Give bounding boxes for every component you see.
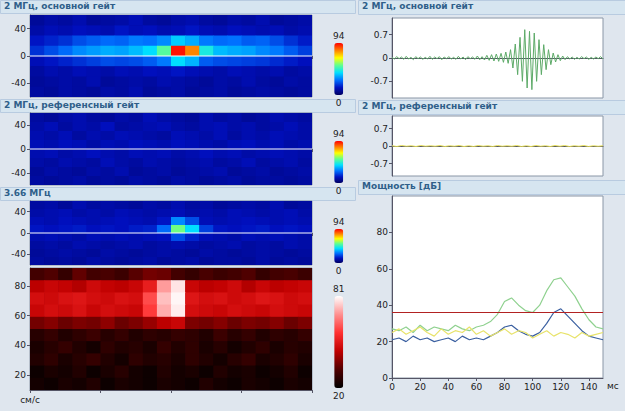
svg-text:20: 20	[377, 337, 389, 347]
svg-text:2 МГц, референсный гейт: 2 МГц, референсный гейт	[4, 100, 140, 110]
svg-text:80: 80	[377, 227, 389, 237]
svg-text:3.66 МГц: 3.66 МГц	[4, 188, 51, 198]
svg-text:20: 20	[414, 382, 426, 392]
svg-text:60: 60	[377, 264, 389, 274]
svg-text:81: 81	[333, 284, 344, 294]
svg-text:94: 94	[333, 129, 345, 139]
svg-text:94: 94	[333, 217, 345, 227]
svg-text:40: 40	[15, 24, 27, 34]
svg-text:80: 80	[15, 281, 27, 291]
svg-text:0: 0	[20, 228, 26, 238]
svg-text:20: 20	[333, 391, 345, 401]
svg-text:Мощность [дБ]: Мощность [дБ]	[362, 181, 441, 191]
svg-text:2 МГц, референсный гейт: 2 МГц, референсный гейт	[362, 101, 498, 111]
svg-text:60: 60	[471, 382, 483, 392]
svg-text:80: 80	[499, 382, 511, 392]
svg-text:0.7: 0.7	[374, 124, 388, 134]
svg-text:0: 0	[336, 266, 342, 276]
svg-text:140: 140	[580, 382, 597, 392]
svg-text:120: 120	[552, 382, 569, 392]
svg-text:0: 0	[389, 382, 395, 392]
svg-text:60: 60	[15, 311, 27, 321]
svg-text:мс: мс	[607, 381, 619, 391]
svg-text:-40: -40	[11, 249, 26, 259]
svg-text:-0.7: -0.7	[370, 159, 388, 169]
svg-text:40: 40	[443, 382, 455, 392]
svg-text:100: 100	[524, 382, 541, 392]
svg-text:40: 40	[15, 340, 27, 350]
svg-text:0: 0	[382, 141, 388, 151]
svg-text:0: 0	[336, 98, 342, 108]
svg-text:40: 40	[15, 207, 27, 217]
svg-text:40: 40	[377, 300, 389, 310]
svg-text:2 МГц, основной гейт: 2 МГц, основной гейт	[4, 1, 116, 11]
svg-text:-0.7: -0.7	[370, 76, 388, 86]
svg-text:40: 40	[15, 120, 27, 130]
svg-text:2 МГц, основной гейт: 2 МГц, основной гейт	[362, 1, 474, 11]
svg-text:0: 0	[382, 53, 388, 63]
svg-text:-40: -40	[11, 78, 26, 88]
svg-text:0: 0	[20, 51, 26, 61]
svg-text:0: 0	[382, 373, 388, 383]
svg-text:-40: -40	[11, 168, 26, 178]
svg-text:см/с: см/с	[20, 395, 40, 405]
svg-text:0.7: 0.7	[374, 30, 388, 40]
svg-text:20: 20	[15, 370, 27, 380]
svg-text:94: 94	[333, 31, 345, 41]
svg-text:0: 0	[20, 144, 26, 154]
svg-text:0: 0	[336, 186, 342, 196]
